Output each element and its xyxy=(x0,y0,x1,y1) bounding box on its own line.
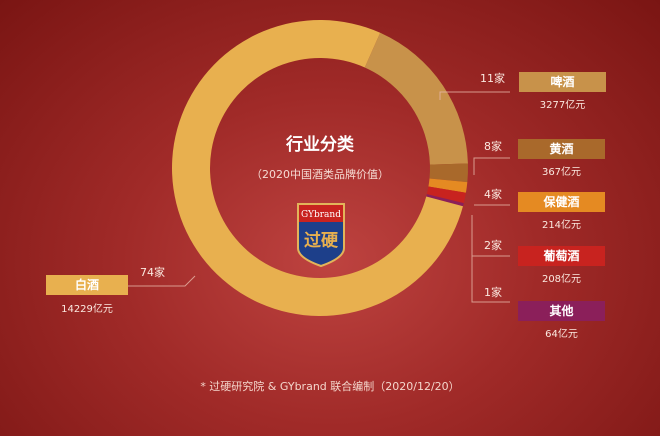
value-beer: 3277亿元 xyxy=(539,100,586,111)
svg-text:GYbrand: GYbrand xyxy=(301,210,341,220)
svg-text:过硬: 过硬 xyxy=(304,231,339,251)
chart-subtitle: （2020中国酒类品牌价值） xyxy=(251,168,389,181)
count-huangjiu: 8家 xyxy=(484,140,502,153)
value-baijiu: 14229亿元 xyxy=(61,304,113,315)
label-baojian: 保健酒 xyxy=(518,192,605,212)
leader-other xyxy=(471,256,510,303)
count-baojian: 4家 xyxy=(484,188,502,201)
leader-baijiu xyxy=(120,275,196,287)
slice-2 xyxy=(428,178,468,193)
count-baijiu: 74家 xyxy=(140,266,165,279)
slice-4 xyxy=(426,194,464,207)
chart-title: 行业分类 xyxy=(286,135,354,155)
value-baojian: 214亿元 xyxy=(541,220,582,231)
footnote: * 过硬研究院 & GYbrand 联合编制（2020/12/20） xyxy=(200,380,460,393)
slice-3 xyxy=(426,186,466,204)
value-other: 64亿元 xyxy=(545,329,578,340)
leader-beer xyxy=(439,91,510,100)
count-other: 1家 xyxy=(484,286,502,299)
slice-1 xyxy=(429,163,468,183)
slice-0 xyxy=(364,32,468,165)
count-putao: 2家 xyxy=(484,239,502,252)
label-putao: 葡萄酒 xyxy=(518,246,605,266)
label-huangjiu: 黄酒 xyxy=(518,139,605,159)
label-baijiu: 白酒 xyxy=(46,275,128,295)
value-huangjiu: 367亿元 xyxy=(541,167,582,178)
count-beer: 11家 xyxy=(480,72,505,85)
leader-huangjiu xyxy=(473,157,510,175)
gybrand-logo: GYbrand 过硬 xyxy=(297,203,345,268)
label-other: 其他 xyxy=(518,301,605,321)
label-beer: 啤酒 xyxy=(519,72,606,92)
value-putao: 208亿元 xyxy=(541,274,582,285)
